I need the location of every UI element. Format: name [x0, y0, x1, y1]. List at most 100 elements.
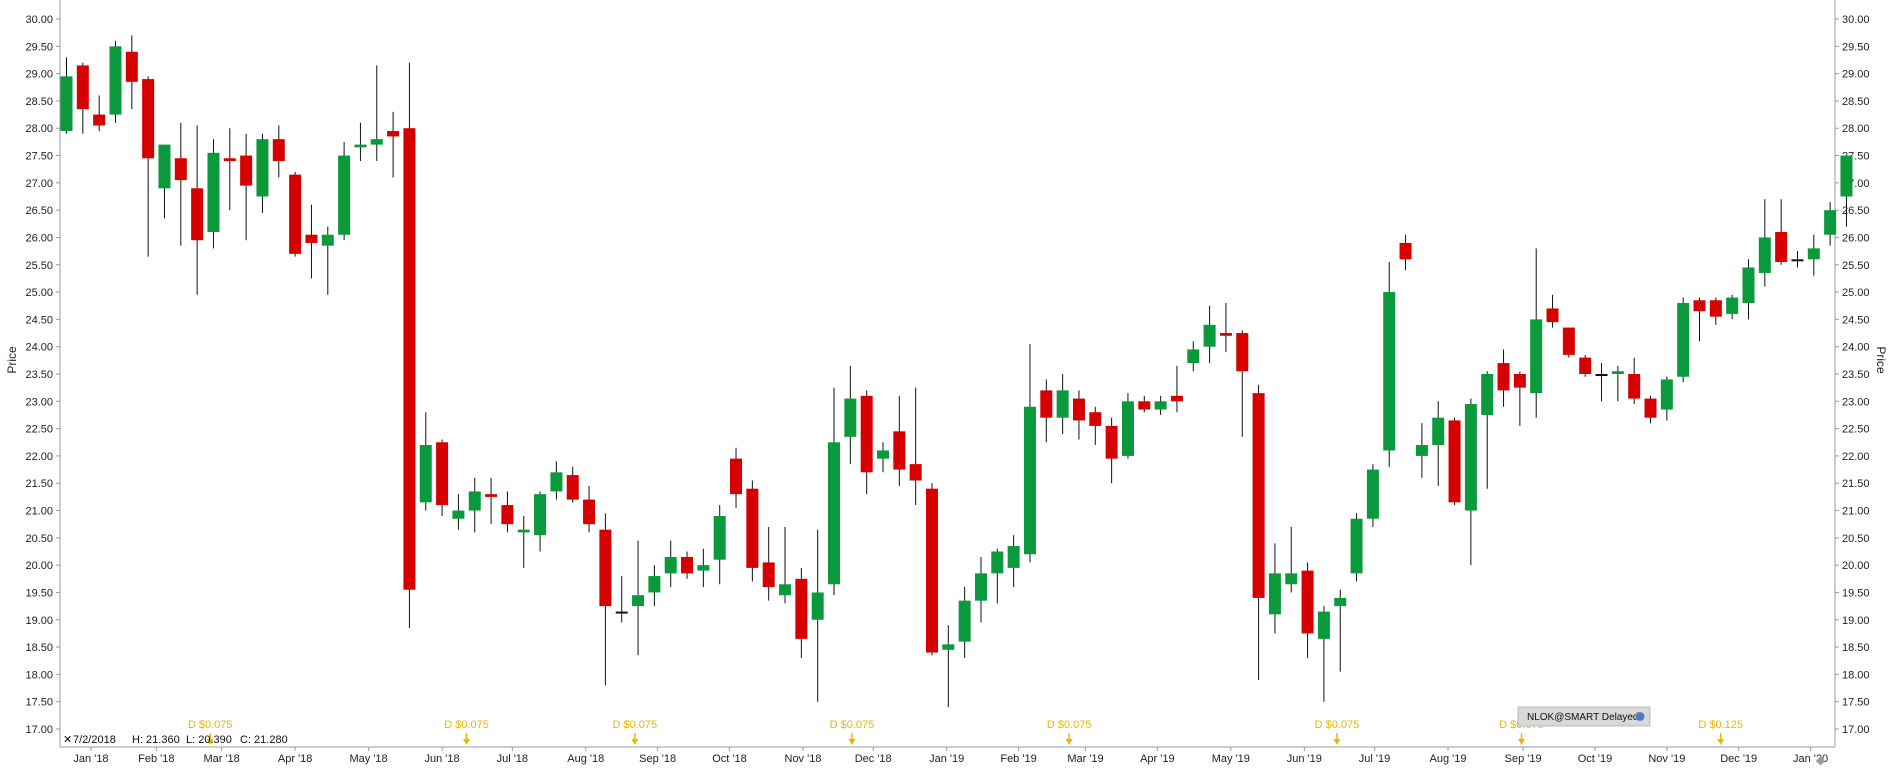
- candle-body: [1709, 300, 1722, 317]
- candle: [534, 491, 547, 552]
- y-tick-label-right: 28.50: [1842, 96, 1870, 108]
- dividend-label: D $0.075: [1047, 719, 1092, 731]
- candle: [305, 204, 318, 279]
- dividend-label: D $0.075: [188, 719, 233, 731]
- candle: [1056, 374, 1069, 435]
- candle: [1415, 423, 1428, 478]
- y-tick-label-left: 28.00: [25, 123, 53, 135]
- candle-body: [207, 152, 220, 232]
- candle-body: [174, 158, 187, 181]
- y-tick-label-left: 18.00: [25, 669, 53, 681]
- dividend-arrow-icon: [1065, 739, 1073, 745]
- cross-icon: ✕: [63, 734, 72, 746]
- candle: [60, 57, 73, 134]
- candle: [289, 171, 302, 257]
- candle-body: [1268, 573, 1281, 615]
- candle: [877, 442, 889, 473]
- dividend-arrow-icon: [1333, 739, 1341, 745]
- candle: [844, 365, 857, 465]
- dividend-label: D $0.075: [1315, 719, 1360, 731]
- dividend-markers: D $0.075 D $0.075 D $0.075 D $0.075 D $0.075…: [188, 719, 1743, 745]
- y-tick-label-right: 23.50: [1842, 369, 1870, 381]
- candle: [1432, 401, 1445, 486]
- y-tick-label-right: 17.00: [1842, 724, 1870, 736]
- candle-body: [93, 114, 106, 126]
- y-axis-right: 17.00 17.50 18.00 18.50 19.00 19.50 20.00 20.50…: [1835, 14, 1870, 736]
- candle: [599, 513, 612, 686]
- y-tick-label-left: 22.00: [25, 451, 53, 463]
- candle: [942, 625, 955, 708]
- candle-body: [1317, 611, 1330, 639]
- candle: [681, 551, 694, 579]
- x-tick-label: Jul '18: [497, 753, 528, 765]
- candle: [632, 540, 645, 656]
- candle-body: [844, 398, 857, 437]
- candle-body: [338, 155, 351, 235]
- candle-body: [762, 562, 775, 587]
- y-tick-label-right: 23.00: [1842, 396, 1870, 408]
- y-tick-label-right: 19.00: [1842, 615, 1870, 627]
- candle-body: [272, 139, 285, 161]
- symbol-badge[interactable]: NLOK@SMART Delayed: [1517, 706, 1651, 727]
- x-tick-label: Jan '20: [1793, 753, 1828, 765]
- candle: [1007, 535, 1020, 587]
- candle-body: [1562, 327, 1575, 355]
- candle-body: [1628, 374, 1641, 399]
- candle-body: [1530, 319, 1543, 394]
- x-axis: Jan '18 Feb '18 Mar '18 Apr '18 May '18 Jun '…: [73, 747, 1828, 765]
- candle: [1285, 526, 1298, 593]
- candle-body: [1023, 406, 1036, 555]
- candle-body: [795, 578, 808, 639]
- y-tick-label-right: 20.00: [1842, 560, 1870, 572]
- dividend-arrow-icon: [848, 739, 856, 745]
- candle: [1693, 297, 1706, 342]
- candle-body: [1513, 374, 1526, 388]
- symbol-badge-text: NLOK@SMART Delayed: [1527, 712, 1639, 723]
- candle: [1383, 262, 1396, 467]
- candle-body: [1203, 324, 1216, 347]
- candle: [1121, 393, 1134, 459]
- symbol-badge-bg: [1517, 706, 1651, 727]
- y-tick-label-left: 22.50: [25, 424, 53, 436]
- y-tick-label-left: 17.00: [25, 724, 53, 736]
- candle: [974, 556, 987, 623]
- candle-body: [1415, 445, 1428, 456]
- candle: [1807, 234, 1820, 276]
- x-tick-label: Feb '18: [138, 753, 174, 765]
- x-tick-label: Oct '19: [1578, 753, 1613, 765]
- candle-body: [1236, 333, 1249, 372]
- candle: [1334, 589, 1347, 672]
- candle-body: [158, 144, 171, 189]
- candle: [174, 122, 187, 246]
- candle-body: [1481, 374, 1494, 415]
- candle-body: [1285, 573, 1298, 585]
- candle-body: [1056, 390, 1069, 418]
- candle: [125, 35, 138, 110]
- y-tick-label-right: 24.50: [1842, 314, 1870, 326]
- candle: [1236, 330, 1249, 437]
- x-tick-label: Jul '19: [1359, 753, 1390, 765]
- candle-body: [1007, 546, 1020, 568]
- candle: [142, 76, 155, 257]
- y-tick-label-left: 21.00: [25, 506, 53, 518]
- candle: [387, 111, 400, 178]
- diamond-icon[interactable]: ◆: [1816, 753, 1826, 767]
- candle: [338, 141, 351, 241]
- candle: [730, 447, 743, 508]
- candle: [1089, 406, 1102, 445]
- y-tick-label-right: 29.50: [1842, 41, 1870, 53]
- y-tick-label-left: 18.50: [25, 642, 53, 654]
- dividend-arrow-icon: [206, 739, 214, 745]
- candle-body: [436, 442, 449, 506]
- candle-body: [1399, 242, 1412, 260]
- candle: [501, 491, 514, 533]
- candle: [1072, 390, 1085, 440]
- x-tick-label: Nov '18: [785, 753, 822, 765]
- dividend-label: D $0.075: [830, 719, 875, 731]
- candle: [1252, 384, 1265, 680]
- candle-body: [517, 529, 530, 533]
- candle-body: [1677, 303, 1690, 377]
- x-tick-label: Aug '19: [1430, 753, 1467, 765]
- candle: [1579, 354, 1592, 377]
- candle-body: [1448, 420, 1461, 503]
